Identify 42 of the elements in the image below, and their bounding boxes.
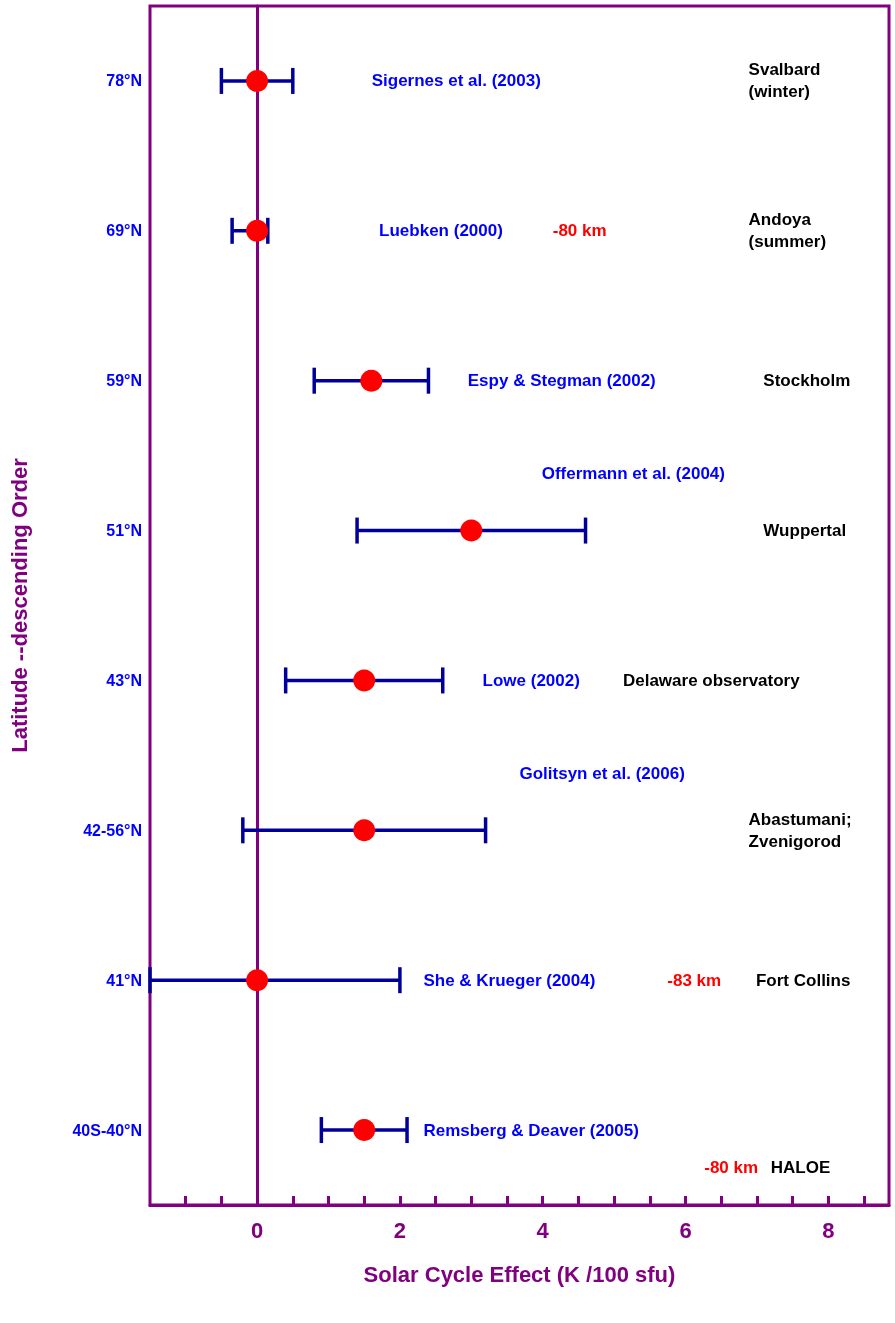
annotation: Lowe (2002) <box>482 670 580 690</box>
point <box>360 369 383 392</box>
annotation: -83 km <box>667 970 722 990</box>
y-tick-label: 59°N <box>106 372 142 390</box>
annotation: HALOE <box>770 1158 831 1178</box>
point <box>353 669 376 692</box>
annotation: -80 km <box>552 221 607 241</box>
point <box>460 519 483 542</box>
y-tick-label: 43°N <box>106 671 142 689</box>
x-tick-label: 0 <box>250 1217 264 1243</box>
x-tick-label: 4 <box>536 1217 550 1243</box>
annotation: Offermann et al. (2004) <box>541 464 725 484</box>
annotation: Stockholm <box>763 371 851 391</box>
x-tick-label: 8 <box>822 1217 835 1243</box>
y-axis-title: Latitude --descending Order <box>6 457 32 753</box>
y-tick-label: 51°N <box>106 522 142 540</box>
annotation: Fort Collins <box>755 970 851 990</box>
y-tick-label: 78°N <box>106 72 142 90</box>
x-axis-title: Solar Cycle Effect (K /100 sfu) <box>363 1261 676 1287</box>
annotation: Andoya (summer) <box>748 210 827 252</box>
y-tick-label: 40S-40°N <box>72 1121 142 1139</box>
annotation: She & Krueger (2004) <box>423 970 596 990</box>
annotation: -80 km <box>704 1158 759 1178</box>
y-tick-label: 41°N <box>106 971 142 989</box>
annotation: Golitsyn et al. (2006) <box>519 763 685 783</box>
point <box>353 1119 376 1142</box>
annotation: Sigernes et al. (2003) <box>371 71 541 91</box>
y-tick-label: 69°N <box>106 222 142 240</box>
annotation: Svalbard (winter) <box>748 60 821 102</box>
annotation: Espy & Stegman (2002) <box>467 371 656 391</box>
point <box>353 819 376 842</box>
point <box>246 969 269 992</box>
x-tick-label: 2 <box>393 1217 407 1243</box>
y-tick-label: 42-56°N <box>83 821 142 839</box>
point <box>246 69 269 92</box>
point <box>246 219 269 242</box>
annotation: Delaware observatory <box>622 670 801 690</box>
annotation: Remsberg & Deaver (2005) <box>423 1120 639 1140</box>
annotation: Wuppertal <box>763 521 847 541</box>
x-tick-label: 6 <box>679 1217 692 1243</box>
annotation: Luebken (2000) <box>379 221 503 241</box>
annotation: Abastumani; Zvenigorod <box>748 809 852 851</box>
